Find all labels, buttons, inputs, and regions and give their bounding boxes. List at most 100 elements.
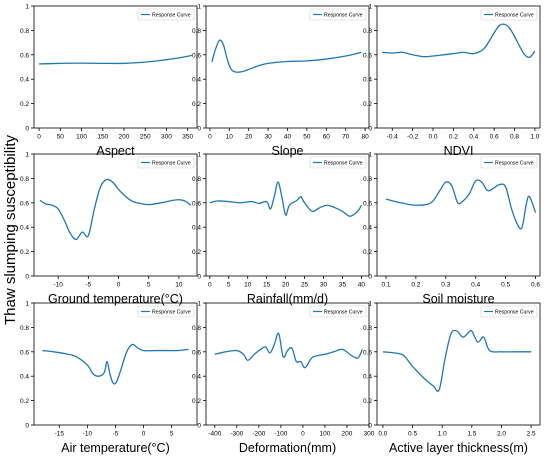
x-tick-label: 0.6: [531, 282, 540, 289]
x-tick-label: 100: [320, 431, 331, 438]
y-tick-label: 0: [197, 274, 201, 281]
y-tick-label: 0.2: [20, 101, 29, 108]
response-curve-line: [42, 343, 189, 385]
axes-frame: [376, 5, 541, 129]
y-tick-label: 0: [25, 423, 29, 430]
x-tick-label: 15: [263, 282, 271, 289]
y-tick-label: 0.6: [192, 349, 201, 356]
legend-box: [137, 8, 195, 21]
x-tick-label: 40: [284, 134, 292, 141]
legend-label: Response Curve: [495, 13, 534, 19]
y-tick-label: 0: [197, 423, 201, 430]
y-tick-label: 0: [368, 126, 372, 133]
x-tick-label: -100: [274, 431, 287, 438]
y-tick-label: 0: [368, 423, 372, 430]
y-tick-label: 0.2: [192, 398, 201, 405]
legend-box: [480, 305, 538, 318]
y-tick-label: 0.6: [20, 200, 29, 207]
subplot-1: 0 0.2 0.4 0.6 0.8 1 0 50 100 150 200 250 300 350 Respo…: [20, 4, 198, 158]
subplot-7: 0 0.2 0.4 0.6 0.8 1 -15 -10 -5 0 5 Response Curve Ai…: [20, 301, 198, 455]
response-curve-line: [382, 23, 536, 59]
y-tick-label: 1: [368, 152, 372, 159]
response-curve-line: [385, 179, 537, 230]
x-tick-label: 0.0: [378, 431, 387, 438]
x-tick-label: -5: [113, 431, 119, 438]
x-tick-label: 0: [117, 282, 121, 289]
x-tick-label: 0.6: [490, 134, 499, 141]
legend: Response Curve: [309, 156, 367, 169]
axes-frame: [33, 302, 198, 426]
axes-frame: [205, 153, 370, 277]
x-tick-label: 30: [320, 282, 328, 289]
x-axis-title: Ground temperature(°C): [48, 292, 183, 306]
x-tick-label: 0.3: [441, 282, 450, 289]
x-tick-label: 0: [208, 134, 212, 141]
x-tick-label: 0.4: [469, 134, 478, 141]
x-tick-label: -5: [85, 282, 91, 289]
x-axis-title: Air temperature(°C): [61, 441, 170, 455]
axes-frame: [33, 153, 198, 277]
x-tick-label: 5: [227, 282, 231, 289]
x-tick-label: -200: [252, 431, 265, 438]
y-tick-label: 1: [25, 301, 29, 308]
x-tick-label: 0: [142, 431, 146, 438]
y-tick-label: 1: [25, 152, 29, 159]
y-tick-label: 0.6: [363, 52, 372, 59]
x-tick-label: 50: [303, 134, 311, 141]
x-axis-title: Aspect: [96, 144, 135, 158]
x-tick-label: 70: [342, 134, 350, 141]
x-tick-label: 10: [244, 282, 252, 289]
x-tick-label: 100: [76, 134, 87, 141]
x-tick-label: -0.2: [407, 134, 419, 141]
figure-y-axis-label: Thaw slumping susceptibility: [2, 134, 19, 325]
axes-frame: [376, 302, 541, 426]
x-tick-label: 80: [362, 134, 370, 141]
y-tick-label: 0.8: [192, 176, 201, 183]
x-tick-label: -10: [83, 431, 93, 438]
y-tick-label: 0.2: [363, 101, 372, 108]
x-tick-label: -15: [55, 431, 65, 438]
x-tick-label: 1.5: [467, 431, 476, 438]
response-curve-line: [39, 54, 193, 65]
x-tick-label: 5: [170, 431, 174, 438]
response-curve-line: [39, 178, 192, 241]
y-tick-label: 0.6: [20, 52, 29, 59]
y-tick-label: 0.4: [192, 374, 201, 381]
legend-label: Response Curve: [495, 161, 534, 167]
legend: Response Curve: [309, 8, 367, 21]
x-tick-label: -300: [230, 431, 243, 438]
legend: Response Curve: [137, 156, 195, 169]
x-axis-title: NDVI: [444, 144, 474, 158]
subplot-9: 0 0.2 0.4 0.6 0.8 1 0.0 0.5 1.0 1.5 2.0 2.5 Response…: [363, 301, 541, 455]
x-axis-title: Soil moisture: [422, 292, 494, 306]
y-tick-label: 0: [368, 274, 372, 281]
x-tick-label: 350: [182, 134, 193, 141]
axes-frame: [376, 153, 541, 277]
y-tick-label: 0.8: [192, 28, 201, 35]
y-tick-label: 1: [368, 301, 372, 308]
x-tick-label: 0.5: [501, 282, 510, 289]
y-tick-label: 0.8: [192, 325, 201, 332]
axes-frame: [205, 302, 370, 426]
subplot-2: 00.20.40.60.810 10 20 30 40 50 60 70 80Response …: [192, 4, 370, 158]
y-tick-label: 0.4: [363, 77, 372, 84]
legend-label: Response Curve: [152, 161, 191, 167]
x-tick-label: 0.2: [411, 282, 420, 289]
x-tick-label: -10: [53, 282, 63, 289]
x-tick-label: 150: [97, 134, 108, 141]
x-tick-label: 40: [358, 282, 366, 289]
x-tick-label: 2.0: [497, 431, 506, 438]
x-tick-label: 1.0: [438, 431, 447, 438]
y-tick-label: 0: [25, 126, 29, 133]
y-tick-label: 1: [25, 4, 29, 11]
x-tick-label: 50: [57, 134, 65, 141]
x-tick-label: 0.1: [381, 282, 390, 289]
x-tick-label: 10: [175, 282, 183, 289]
subplot-6: 0 0.2 0.4 0.6 0.8 1 0.1 0.2 0.3 0.4 0.5 0.6 Response…: [363, 152, 540, 307]
response-curve-line: [209, 181, 362, 217]
axes-frame: [205, 5, 370, 129]
legend: Response Curve: [480, 8, 538, 21]
